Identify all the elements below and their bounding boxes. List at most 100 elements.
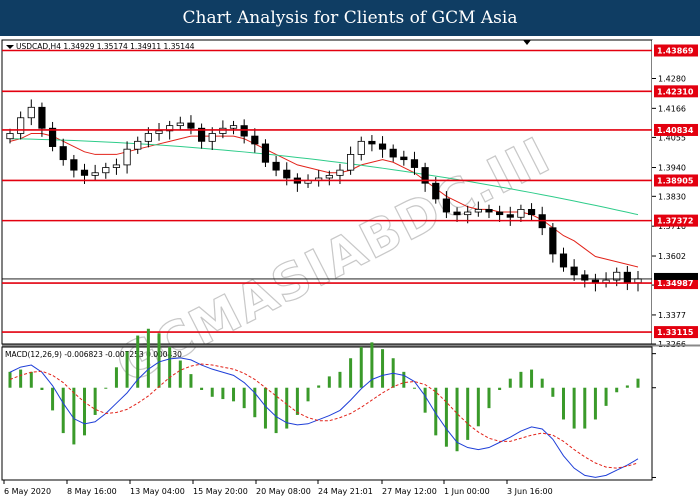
candle-body [240,125,248,137]
macd-histogram-bar [604,387,608,406]
candle-body [336,169,344,176]
candle-body [229,125,238,129]
level-label: 1.40834 [657,126,694,135]
macd-histogram-bar [93,387,97,415]
macd-histogram-bar [274,387,278,434]
macd-histogram-bar [593,387,597,420]
level-tag [654,85,698,98]
chart-header: Chart Analysis for Clients of GCM Asia [0,0,700,36]
macd-histogram-bar [146,328,150,388]
candle-body [176,122,184,127]
time-tick-label: 13 May 04:00 [130,487,185,496]
macd-histogram-bar [338,371,342,388]
macd-histogram-bar [508,378,512,388]
price-tick-label: 1.4280 [658,74,686,83]
macd-histogram-bar [83,387,87,436]
macd-histogram-bar [8,371,12,388]
candle-body [613,271,621,281]
macd-histogram-bar [561,387,565,420]
macd-histogram-bar [40,387,44,390]
candle-body [570,266,578,276]
macd-histogram-bar [242,387,246,409]
price-tick-label: 1.3602 [658,252,686,261]
macd-histogram-bar [317,385,321,388]
candle-body [251,135,259,145]
candle-body [485,209,493,213]
macd-histogram-bar [136,335,140,388]
macd-histogram-bar [466,387,470,440]
symbol-label: USDCAD,H4 1.34929 1.35174 1.34911 1.3514… [16,42,195,51]
signal-line [9,363,639,469]
candle-body [549,227,557,255]
macd-histogram-bar [402,371,406,388]
macd-histogram-bar [572,387,576,429]
macd-histogram-bar [285,387,289,429]
price-tick-label: 1.3830 [658,192,686,201]
macd-histogram-bar [444,387,448,447]
candle-body [634,278,642,284]
macd-line [9,357,639,478]
candle-body [38,106,46,129]
macd-histogram-bar [455,387,459,452]
candle-body [527,209,536,216]
candle-body [517,209,525,218]
macd-histogram-bar [540,378,544,388]
time-tick-label: 27 May 12:00 [382,487,437,496]
time-tick-label: 24 May 21:01 [318,487,373,496]
candle-body [155,130,163,134]
macd-histogram-bar [551,387,555,397]
candle-body [261,143,270,163]
ma-green-line [9,138,639,216]
macd-histogram-bar [104,387,108,389]
candle-body [347,154,355,171]
macd-histogram-bar [636,378,640,388]
price-tick-label: 1.3716 [658,222,686,231]
candle-body [474,209,482,213]
candle-body [17,117,25,134]
macd-histogram-bar [157,333,161,388]
macd-histogram-bar [221,387,225,400]
main-panel: 1.4280 1.4166 1.4055 1.3940 1.3830 1.3716 1.36… [1,39,700,349]
price-tick-label: 1.3940 [658,164,686,173]
candle-body [134,140,142,150]
level-label: 1.42310 [657,87,694,96]
x-axis: 6 May 2020 8 May 16:00 13 May 04:00 15 May … [3,480,553,496]
candle-body [368,140,376,145]
macd-histogram-bar [61,387,65,434]
candle-body [123,148,131,166]
macd-histogram-bar [519,371,523,388]
macd-histogram-bar [412,387,416,389]
candle-body [442,198,451,213]
candle-body [80,169,89,176]
candle-body [325,174,333,179]
shift-marker-icon [523,40,531,45]
price-chart: GCMASIABDC.III 1.42801.41661.40551.39401… [0,36,700,500]
time-tick-label: 15 May 20:00 [193,487,248,496]
level-label: 1.38905 [657,176,694,185]
time-tick-label: 6 May 2020 [4,487,51,496]
candle-body [389,148,397,158]
macd-histogram-bar [29,371,33,388]
level-tag [654,326,698,339]
candle-body [112,164,121,168]
macd-histogram-bar [125,351,129,388]
dropdown-arrow-icon [6,45,14,49]
macd-histogram-bar [498,387,502,390]
macd-histogram-bar [72,387,76,445]
level-label: 1.33115 [657,328,694,337]
candle-body [496,211,504,216]
level-tag [654,277,698,290]
macd-histogram-bar [359,346,363,388]
candle-body [197,127,206,142]
macd-histogram-bar [178,360,182,388]
candle-body [208,133,216,142]
macd-histogram-bar [487,387,491,409]
candle-body [102,167,110,174]
candle-body [559,253,568,268]
candle-body [219,127,227,134]
price-tick-label: 1.3377 [658,311,686,320]
macd-histogram-bar [263,387,267,429]
macd-histogram-bar [232,387,236,402]
candle-body [378,143,387,150]
macd-histogram-bar [381,349,385,388]
